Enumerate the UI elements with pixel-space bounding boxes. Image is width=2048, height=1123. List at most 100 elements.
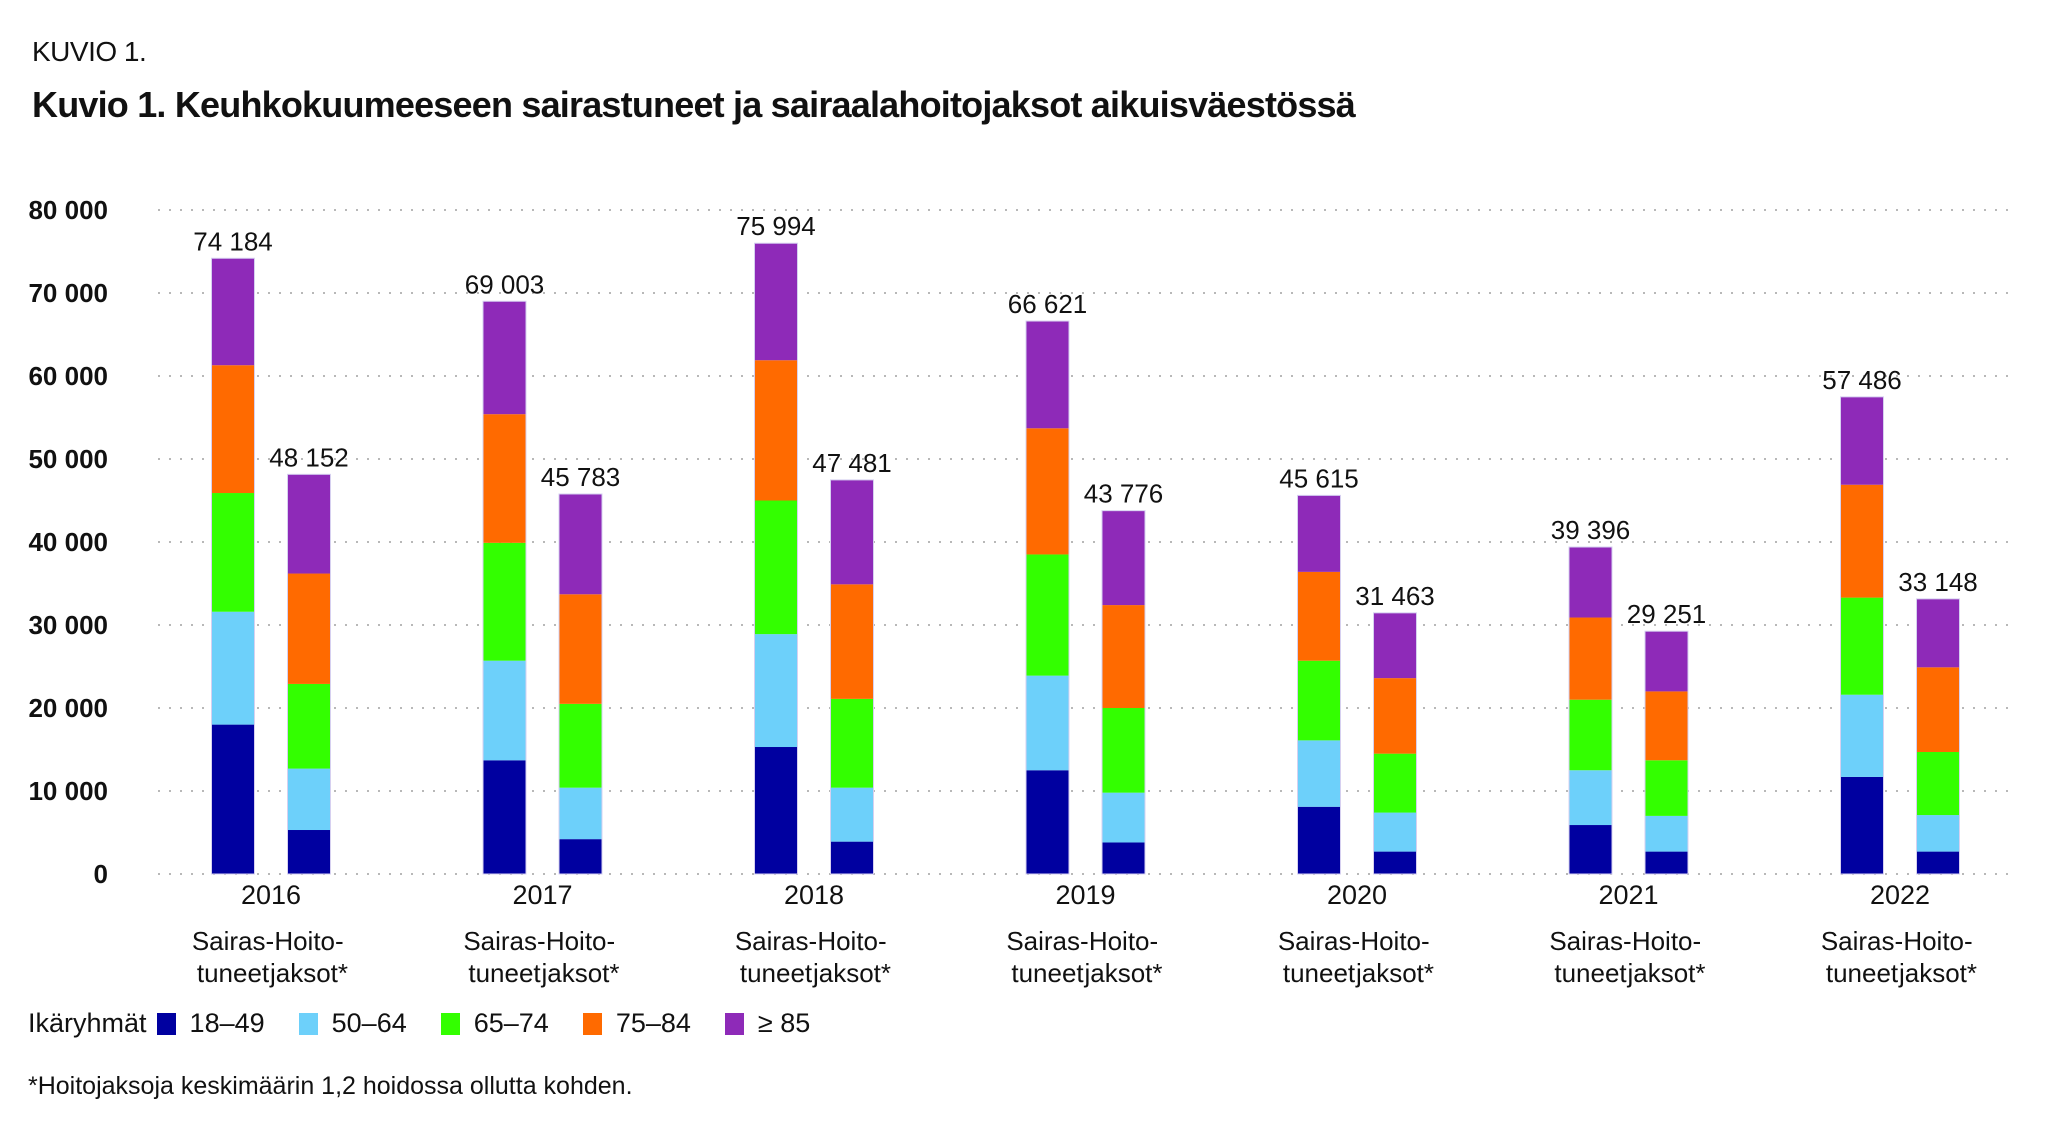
bar-outline	[482, 300, 527, 875]
legend-label: 65–74	[473, 1008, 549, 1038]
legend-swatch	[298, 1012, 318, 1035]
bar-total-label: 69 003	[465, 269, 545, 299]
x-group-label: 2019	[1055, 880, 1115, 910]
bar-segment-50-64	[483, 660, 526, 761]
bar-segment-65-74	[1917, 751, 1959, 816]
bar-segment-75-84	[483, 414, 526, 543]
stacked-bar	[287, 473, 331, 875]
bar-segment-65-74	[1102, 708, 1145, 793]
legend-item-18-49: 18–49	[156, 1008, 265, 1039]
bar-segment-18-49	[1026, 770, 1069, 874]
bar-segment-75-84	[559, 594, 602, 704]
bar-segment-75-84	[1841, 484, 1883, 598]
bar-segment-18-49	[1917, 851, 1959, 874]
bar-segment-65-74	[212, 493, 254, 612]
bar-segment-18-49	[1645, 851, 1688, 874]
bar-segment-50-64	[1841, 694, 1883, 777]
bar-segment-75-84	[288, 573, 330, 684]
x-category-label: tuneet	[1554, 958, 1627, 988]
x-category-label: Sairas-	[1821, 926, 1903, 956]
bar-outline	[1101, 510, 1146, 875]
x-category-label: tuneet	[1826, 958, 1899, 988]
bar-segment-50-64	[1102, 792, 1145, 843]
x-category-label: Hoito-	[1360, 926, 1429, 956]
bar-outline	[558, 493, 603, 875]
bar-segment-18-49	[755, 747, 797, 874]
legend-label: 18–49	[189, 1008, 265, 1038]
bar-outline	[1644, 630, 1689, 875]
bar-segment-75-84	[1569, 617, 1612, 700]
bar-segment-50-64	[288, 768, 330, 831]
gridlines	[158, 209, 2010, 875]
bar-total-label: 66 621	[1008, 289, 1088, 319]
x-category-label: jaksot*	[540, 958, 619, 988]
legend-item-50-64: 50–64	[298, 1008, 407, 1039]
x-category-label: jaksot*	[1355, 958, 1434, 988]
x-axis: 2016Sairas-tuneetHoito-jaksot*2017Sairas…	[192, 880, 1977, 988]
bar-segment--85	[483, 301, 526, 415]
bar-segment-50-64	[1298, 740, 1340, 807]
bar-segment-75-84	[1026, 428, 1069, 555]
stacked-bar	[754, 242, 798, 875]
stacked-bar-chart: 0 10 000 20 000 30 000 40 000 50 000 60 000 70 …	[28, 195, 2010, 988]
bar-total-label: 45 783	[541, 462, 621, 492]
x-category-label: jaksot*	[1083, 958, 1162, 988]
bar-segment--85	[1917, 598, 1959, 668]
legend-label: 75–84	[615, 1008, 691, 1038]
bar-segment-50-64	[1569, 770, 1612, 826]
x-group-label: 2020	[1327, 880, 1387, 910]
y-tick-label: 70 000	[28, 278, 108, 308]
x-category-label: tuneet	[1283, 958, 1356, 988]
bar-segment-18-49	[1298, 806, 1340, 874]
bar-segment-75-84	[1645, 691, 1688, 761]
bar-segment-18-49	[559, 839, 602, 874]
x-group-label: 2017	[512, 880, 572, 910]
legend-item-65-74: 65–74	[440, 1008, 549, 1039]
x-category-label: Sairas-	[1006, 926, 1088, 956]
bar-segment--85	[559, 494, 602, 595]
x-category-label: tuneet	[1011, 958, 1084, 988]
legend-swatch	[156, 1012, 176, 1035]
y-axis: 0 10 000 20 000 30 000 40 000 50 000 60 000 70 …	[28, 195, 108, 889]
bar-segment--85	[1298, 495, 1340, 572]
bar-segment-65-74	[1645, 760, 1688, 816]
y-tick-label: 80 000	[28, 195, 108, 225]
bar-total-label: 48 152	[269, 442, 349, 472]
bar-segment-65-74	[483, 542, 526, 661]
x-category-label: Hoito-	[817, 926, 886, 956]
x-category-label: tuneet	[197, 958, 270, 988]
x-category-label: Sairas-	[1549, 926, 1631, 956]
bar-segment--85	[831, 479, 873, 585]
x-category-label: Hoito-	[1089, 926, 1158, 956]
y-tick-label: 50 000	[28, 444, 108, 474]
bar-outline	[1373, 612, 1417, 875]
legend-label: ≥ 85	[757, 1008, 811, 1038]
legend-swatch	[440, 1012, 460, 1035]
bar-outline	[287, 473, 331, 875]
bar-outline	[1025, 320, 1070, 875]
stacked-bar	[1916, 598, 1960, 875]
bar-outline	[830, 479, 874, 875]
bar-total-label: 31 463	[1355, 581, 1435, 611]
stacked-bar	[1644, 630, 1689, 875]
stacked-bar	[1025, 320, 1070, 875]
stacked-bar	[1297, 494, 1341, 875]
bar-segment-65-74	[288, 683, 330, 769]
bar-segment-65-74	[1569, 699, 1612, 771]
bar-outline	[1840, 396, 1884, 875]
bar-segment-75-84	[831, 584, 873, 699]
bar-total-label: 45 615	[1279, 463, 1359, 493]
stacked-bar	[1568, 546, 1613, 875]
x-group-label: 2021	[1598, 880, 1658, 910]
bar-segment-65-74	[1841, 597, 1883, 695]
bar-segment-65-74	[755, 500, 797, 635]
bar-segment-18-49	[1569, 825, 1612, 874]
stacked-bar	[482, 300, 527, 875]
legend-item-85-plus: ≥ 85	[724, 1008, 811, 1039]
bar-segment-75-84	[212, 365, 254, 494]
bar-segment--85	[288, 474, 330, 574]
bar-segment-50-64	[1917, 815, 1959, 852]
bar-segment-65-74	[831, 698, 873, 788]
x-category-label: Sairas-	[192, 926, 274, 956]
value-labels: 74 184 48 152 69 003 45 783 75 994 47 481 66 6…	[193, 211, 1978, 629]
